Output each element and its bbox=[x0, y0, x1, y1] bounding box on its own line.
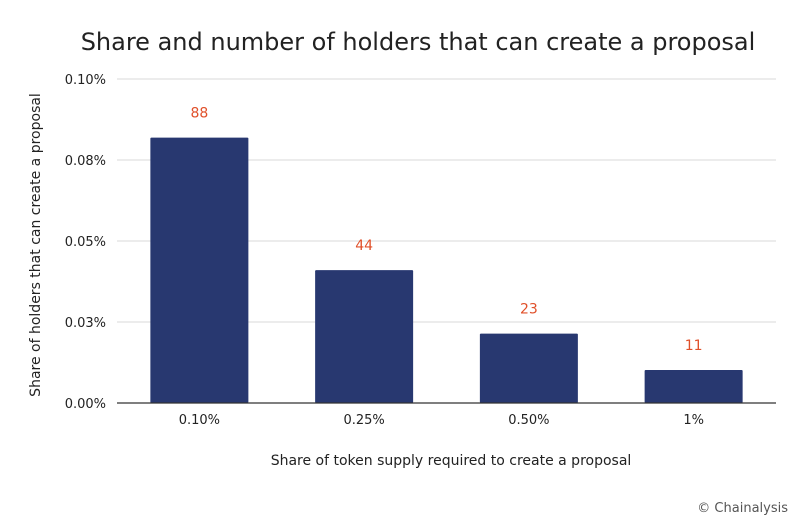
bar-0-25 bbox=[315, 270, 414, 403]
x-tick-label: 0.50% bbox=[508, 413, 549, 428]
y-axis-ticks: 0.00% 0.03% 0.05% 0.08% 0.10% bbox=[65, 73, 106, 412]
bar-1 bbox=[644, 369, 743, 403]
data-labels: 88 44 23 11 bbox=[190, 106, 702, 354]
y-axis-label: Share of holders that can create a propo… bbox=[28, 93, 44, 397]
y-tick-label: 0.10% bbox=[65, 73, 106, 88]
y-tick-label: 0.03% bbox=[65, 316, 106, 331]
bar-0-10 bbox=[150, 137, 249, 404]
y-tick-label: 0.00% bbox=[65, 397, 106, 412]
y-tick-label: 0.05% bbox=[65, 235, 106, 250]
x-tick-label: 1% bbox=[683, 413, 704, 428]
x-tick-label: 0.25% bbox=[343, 413, 384, 428]
x-axis-ticks: 0.10% 0.25% 0.50% 1% bbox=[179, 413, 704, 428]
y-tick-label: 0.08% bbox=[65, 154, 106, 169]
data-label: 88 bbox=[190, 106, 208, 122]
data-label: 44 bbox=[355, 238, 373, 254]
x-tick-label: 0.10% bbox=[179, 413, 220, 428]
chart-title: Share and number of holders that can cre… bbox=[81, 28, 756, 56]
bar-0-50 bbox=[479, 333, 578, 403]
bars bbox=[150, 137, 743, 404]
data-label: 23 bbox=[520, 302, 538, 318]
data-label: 11 bbox=[685, 338, 703, 354]
copyright-credit: © Chainalysis bbox=[697, 501, 788, 516]
x-axis-label: Share of token supply required to create… bbox=[271, 453, 632, 469]
